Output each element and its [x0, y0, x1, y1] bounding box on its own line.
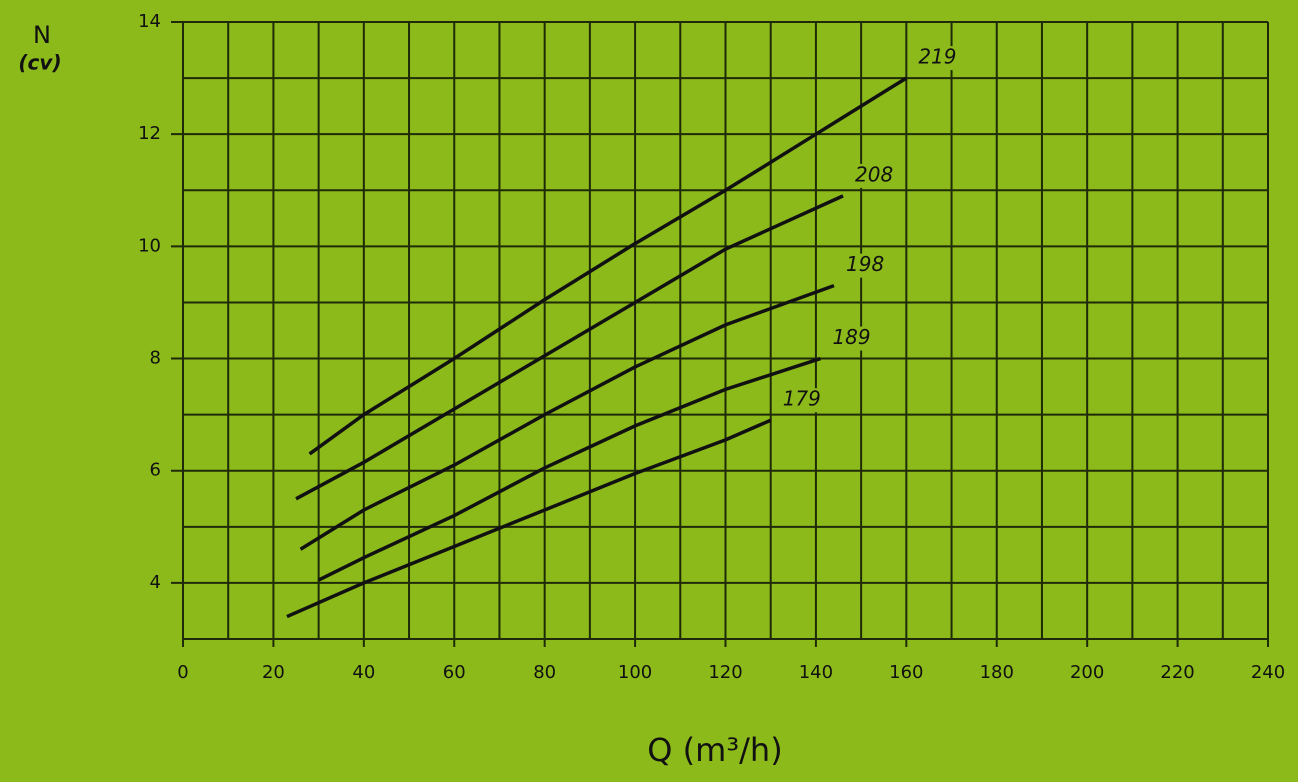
x-tick-label: 40	[352, 662, 375, 683]
x-tick-label: 200	[1070, 662, 1104, 683]
x-tick-label: 60	[443, 662, 466, 683]
x-tick-label: 120	[708, 662, 742, 683]
y-tick-label: 12	[138, 123, 161, 144]
x-tick-label: 20	[262, 662, 285, 683]
series-label: 208	[855, 162, 893, 186]
label-background	[914, 46, 961, 71]
series-line	[299, 283, 835, 551]
series-line	[295, 194, 844, 501]
series-line	[286, 418, 772, 619]
series-line	[317, 356, 821, 582]
y-axis-unit: (cv)	[18, 51, 61, 75]
label-background	[828, 326, 875, 351]
x-tick-label: 80	[533, 662, 556, 683]
y-tick-label: 4	[150, 572, 161, 593]
x-tick-label: 180	[980, 662, 1014, 683]
label-background	[842, 253, 888, 278]
y-tick-label: 8	[150, 348, 161, 369]
y-tick-label: 6	[150, 460, 161, 481]
y-tick-label: 10	[138, 235, 161, 256]
x-axis-title: Q (m³/h)	[647, 731, 782, 769]
series-line	[308, 76, 908, 456]
series-label: 198	[846, 252, 884, 276]
y-axis-title: N	[33, 21, 51, 49]
x-tick-label: 100	[618, 662, 652, 683]
series-label: 179	[783, 387, 821, 411]
series-label: 189	[832, 325, 870, 349]
label-background	[778, 388, 825, 413]
series-label: 219	[918, 45, 956, 69]
x-tick-label: 160	[889, 662, 923, 683]
x-tick-label: 0	[177, 662, 188, 683]
label-background	[851, 163, 898, 188]
x-tick-label: 240	[1251, 662, 1285, 683]
x-tick-label: 140	[799, 662, 833, 683]
x-tick-label: 220	[1160, 662, 1194, 683]
y-tick-label: 14	[138, 11, 161, 32]
